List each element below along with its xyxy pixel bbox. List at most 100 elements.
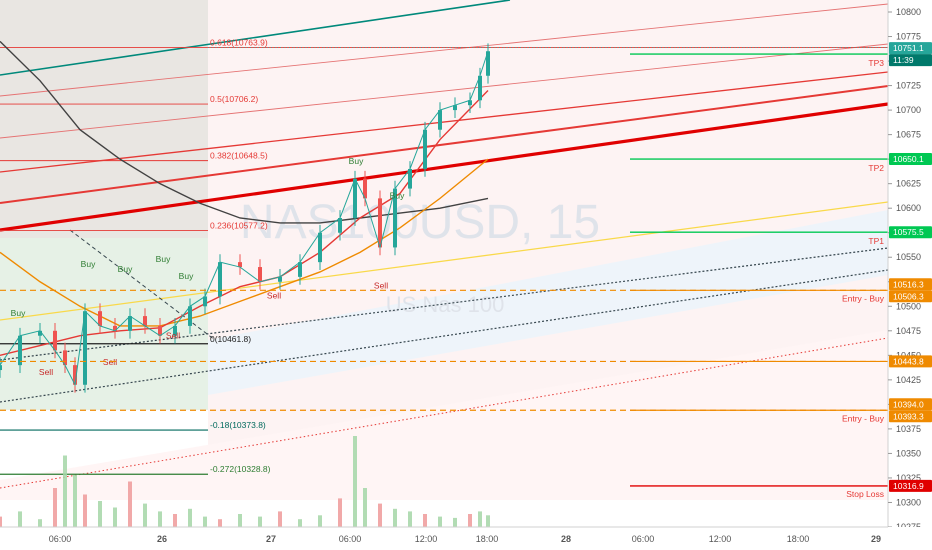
candle-body xyxy=(143,316,147,326)
stop-loss-badge xyxy=(889,479,932,492)
volume-bar xyxy=(298,519,302,527)
volume-bar xyxy=(113,507,117,527)
entry-label: Entry - Buy xyxy=(842,413,885,423)
volume-bar xyxy=(158,511,162,527)
candle-body xyxy=(128,316,132,331)
volume-bar xyxy=(188,508,192,527)
trend-line-6 xyxy=(0,102,889,232)
time-tick-label: 06:00 xyxy=(339,534,362,544)
entry-badge xyxy=(889,355,932,368)
time-tick-label: 12:00 xyxy=(415,534,438,544)
volume-bar xyxy=(143,503,147,527)
target-badge-text: 10650.1 xyxy=(893,154,924,164)
price-axis[interactable]: 1080010775107501072510700106751065010625… xyxy=(887,0,932,550)
time-tick-label: 12:00 xyxy=(709,534,732,544)
candle-body xyxy=(158,325,162,336)
candle-body xyxy=(278,276,282,282)
trend-line-4 xyxy=(0,71,889,173)
time-tick-label: 18:00 xyxy=(476,534,499,544)
volume-bar xyxy=(38,519,42,527)
entry-badge xyxy=(889,410,932,423)
candle-body xyxy=(83,311,87,385)
price-tick-label: 10450 xyxy=(896,350,921,360)
candle-body xyxy=(298,262,302,277)
candle-body xyxy=(18,335,22,366)
price-tick-label: 10675 xyxy=(896,130,921,140)
time-tick-label: 27 xyxy=(266,534,276,544)
candle-body xyxy=(363,178,367,199)
volume-bar xyxy=(438,516,442,527)
entry-badge xyxy=(889,398,932,411)
volume-bar xyxy=(338,498,342,527)
price-tick-label: 10475 xyxy=(896,326,921,336)
stop-loss-label: Stop Loss xyxy=(846,489,884,499)
last-price-badge xyxy=(889,42,932,55)
buy-signal: Buy xyxy=(118,264,133,274)
fibonacci-levels: 0.618(10763.9) 0.5(10706.2) 0.382(10648.5)… xyxy=(0,37,888,475)
trade-plan-lines: TP3 TP2 TP1 Entry - Buy Entry - Buy Stop Loss xyxy=(0,53,888,499)
sell-signal: Sell xyxy=(267,290,281,300)
trend-line-9 xyxy=(0,269,889,403)
sell-signal: Sell xyxy=(103,357,117,367)
volume-bar xyxy=(53,488,57,527)
time-axis[interactable]: 06:00 26 27 06:00 12:00 18:00 28 06:00 12:00 18:0… xyxy=(0,526,932,550)
time-tick-label: 26 xyxy=(157,534,167,544)
candle-body xyxy=(113,325,117,331)
candle-body xyxy=(0,365,2,371)
target-label: TP1 xyxy=(868,236,884,246)
fib-label: 0.236(10577.2) xyxy=(210,221,268,231)
entry-badge-text: 10394.0 xyxy=(893,399,924,409)
fib-label: 0.618(10763.9) xyxy=(210,37,268,47)
candle-body xyxy=(478,75,482,101)
history-shade-green xyxy=(0,238,208,410)
countdown-badge-text: 11:39 xyxy=(893,55,914,65)
candle-body xyxy=(438,110,442,130)
fib-label: 0.5(10706.2) xyxy=(210,94,258,104)
ma-line-2 xyxy=(0,158,489,327)
moving-averages xyxy=(0,40,489,357)
buy-signal: Buy xyxy=(390,190,405,200)
entry-badge-text: 10393.3 xyxy=(893,411,924,421)
volume-bar xyxy=(468,514,472,527)
entry-label: Entry - Buy xyxy=(842,293,885,303)
volume-bar xyxy=(98,501,102,527)
time-tick-label: 06:00 xyxy=(49,534,72,544)
watermark-name: US Nas 100 xyxy=(386,292,505,317)
volume-bar xyxy=(278,511,282,527)
volume-bar xyxy=(73,475,77,527)
volume-bar xyxy=(363,488,367,527)
trend-channels xyxy=(0,0,889,489)
candle-body xyxy=(38,330,42,336)
price-tick-label: 10350 xyxy=(896,448,921,458)
last-price-badge-text: 10751.1 xyxy=(893,43,924,53)
time-tick-label: 29 xyxy=(871,534,881,544)
stop-loss-badge-text: 10316.9 xyxy=(893,481,924,491)
price-tick-label: 10375 xyxy=(896,424,921,434)
volume-bar xyxy=(353,436,357,527)
volume-bar xyxy=(238,514,242,527)
price-tick-label: 10700 xyxy=(896,105,921,115)
candle-body xyxy=(423,129,427,169)
volume-bar xyxy=(486,515,490,527)
zone-channel xyxy=(208,210,888,395)
candle-body xyxy=(353,178,357,218)
price-tick-label: 10800 xyxy=(896,7,921,17)
volume-bar xyxy=(63,455,67,527)
trend-line-11 xyxy=(69,229,216,341)
target-badge xyxy=(889,226,932,239)
candle-body xyxy=(408,168,412,189)
volume-bar xyxy=(83,494,87,527)
candle-body xyxy=(203,296,207,307)
buy-signal: Buy xyxy=(179,271,194,281)
price-tick-label: 10725 xyxy=(896,81,921,91)
candle-body xyxy=(238,262,242,268)
trend-line-7 xyxy=(0,201,889,321)
candle-body xyxy=(378,198,382,248)
candle-body xyxy=(63,350,67,366)
candle-body xyxy=(468,100,472,106)
time-tick-label: 28 xyxy=(561,534,571,544)
buy-signal: Buy xyxy=(156,254,171,264)
price-tick-label: 10600 xyxy=(896,203,921,213)
target-label: TP3 xyxy=(868,58,884,68)
